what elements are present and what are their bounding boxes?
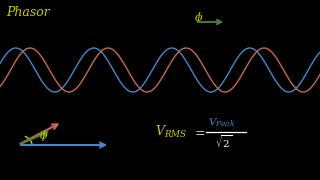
Text: $=$: $=$	[192, 125, 206, 138]
Text: $V_{RMS}$: $V_{RMS}$	[155, 124, 187, 140]
Text: Phasor: Phasor	[6, 6, 50, 19]
Text: $V_{Peak}$: $V_{Peak}$	[208, 117, 235, 129]
Text: $\sqrt{2}$: $\sqrt{2}$	[215, 134, 232, 150]
Text: ϕ: ϕ	[195, 12, 203, 23]
Text: ϕ: ϕ	[40, 130, 48, 141]
